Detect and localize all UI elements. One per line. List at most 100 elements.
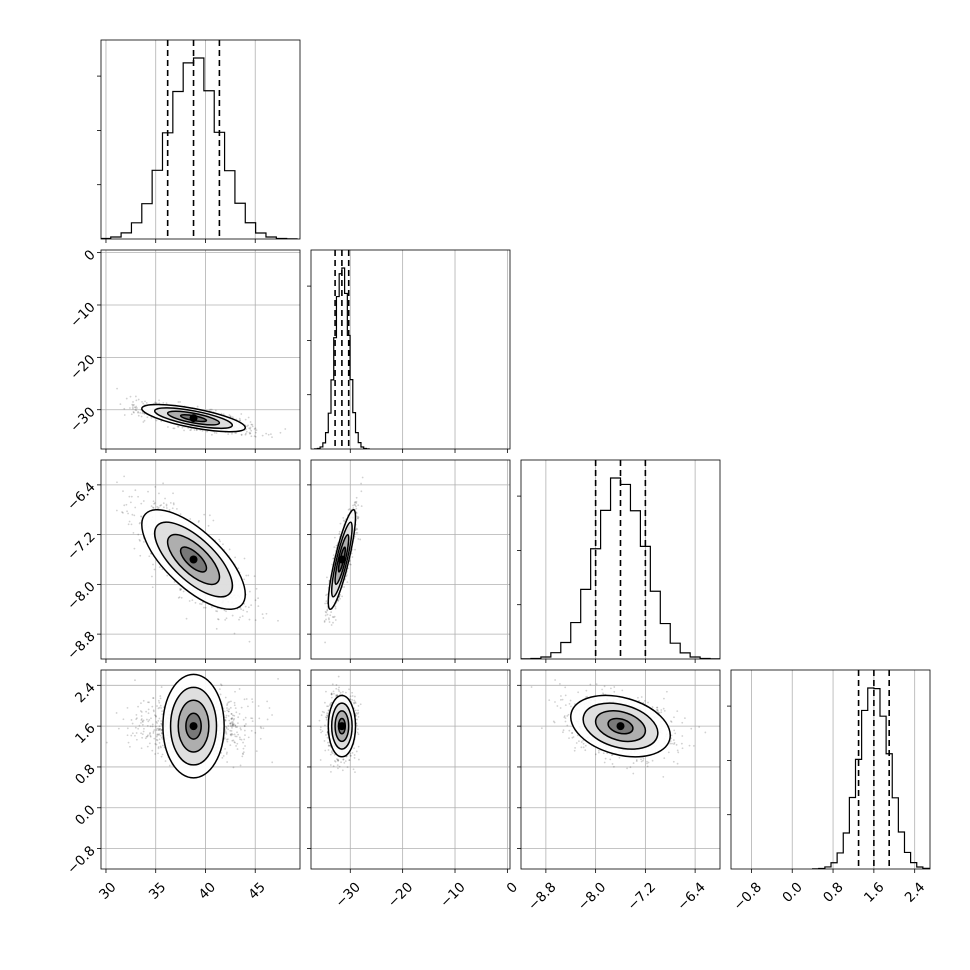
sample-point (160, 722, 162, 725)
sample-point (122, 490, 124, 493)
sample-point (339, 522, 342, 525)
sample-point (179, 401, 181, 403)
sample-point (127, 512, 129, 515)
sample-point (234, 741, 236, 744)
sample-point (251, 698, 253, 701)
sample-point (150, 416, 153, 419)
sample-point (155, 715, 157, 717)
sample-point (132, 401, 134, 403)
sample-point (148, 733, 151, 735)
sample-point (182, 590, 185, 593)
sample-point (165, 507, 168, 509)
sample-point (158, 717, 161, 720)
sample-point (91, 401, 93, 403)
panel-1-0: −30−20−100 (67, 247, 301, 453)
sample-point (206, 430, 208, 433)
y-tick-label: −30 (67, 404, 98, 435)
sample-point (135, 399, 138, 402)
sample-point (162, 506, 165, 509)
sample-point (160, 420, 163, 423)
sample-point (115, 712, 118, 714)
sample-point (254, 731, 257, 734)
sample-point (325, 594, 327, 597)
sample-point (151, 575, 153, 578)
sample-point (158, 728, 161, 731)
sample-point (230, 734, 233, 737)
sample-point (230, 718, 233, 721)
sample-point (228, 701, 231, 703)
sample-point (146, 416, 149, 419)
sample-point (231, 723, 234, 726)
sample-point (227, 715, 230, 717)
sample-point (169, 502, 172, 504)
sample-point (226, 751, 228, 754)
sample-point (231, 416, 234, 419)
sample-point (130, 495, 133, 498)
sample-point (140, 732, 143, 735)
sample-point (239, 419, 242, 422)
sample-point (215, 627, 218, 630)
sample-point (239, 727, 242, 730)
sample-point (266, 718, 269, 721)
sample-point (284, 428, 287, 430)
sample-point (158, 733, 161, 735)
sample-point (215, 432, 218, 434)
sample-point (133, 403, 135, 406)
sample-point (139, 521, 142, 524)
sample-point (155, 729, 158, 731)
sample-point (145, 710, 148, 713)
sample-point (237, 567, 240, 570)
sample-point (165, 503, 168, 506)
y-tick-label: −8.0 (64, 579, 98, 613)
sample-point (161, 710, 163, 713)
sample-point (173, 580, 176, 583)
panel-frame (100, 39, 301, 240)
sample-point (338, 532, 341, 535)
sample-point (215, 610, 217, 612)
sample-point (157, 729, 160, 732)
sample-point (154, 401, 156, 404)
sample-point (235, 726, 237, 729)
sample-point (326, 609, 329, 612)
sample-point (226, 740, 229, 743)
sample-point (240, 608, 243, 611)
sample-point (181, 426, 184, 429)
sample-point (230, 717, 233, 720)
sample-point (245, 574, 248, 577)
sample-point (333, 546, 336, 549)
sample-point (151, 723, 154, 726)
sample-point (279, 431, 282, 434)
sample-point (242, 753, 245, 756)
sample-point (143, 419, 146, 422)
sample-point (131, 406, 134, 409)
sample-point (356, 517, 359, 519)
sample-point (134, 489, 137, 492)
sample-point (157, 699, 160, 702)
sample-point (329, 753, 332, 756)
sample-point (158, 701, 161, 704)
sample-point (179, 587, 182, 590)
sample-point (234, 724, 237, 727)
sample-point (242, 718, 245, 721)
sample-point (160, 736, 163, 739)
sample-point (137, 414, 140, 417)
sample-point (334, 605, 337, 608)
sample-point (241, 615, 244, 618)
sample-point (233, 723, 235, 726)
sample-point (176, 508, 178, 510)
sample-point (159, 745, 162, 748)
sample-point (243, 725, 246, 728)
sample-point (125, 397, 128, 400)
sample-point (250, 729, 253, 732)
sample-point (179, 588, 182, 591)
sample-point (105, 741, 108, 744)
sample-point (235, 745, 237, 747)
sample-point (131, 403, 134, 406)
sample-point (239, 616, 241, 619)
sample-point (152, 563, 154, 566)
sample-point (160, 722, 163, 725)
x-tick-label: 45 (245, 879, 268, 902)
sample-point (160, 504, 163, 506)
sample-point (143, 412, 146, 415)
sample-point (133, 547, 136, 550)
